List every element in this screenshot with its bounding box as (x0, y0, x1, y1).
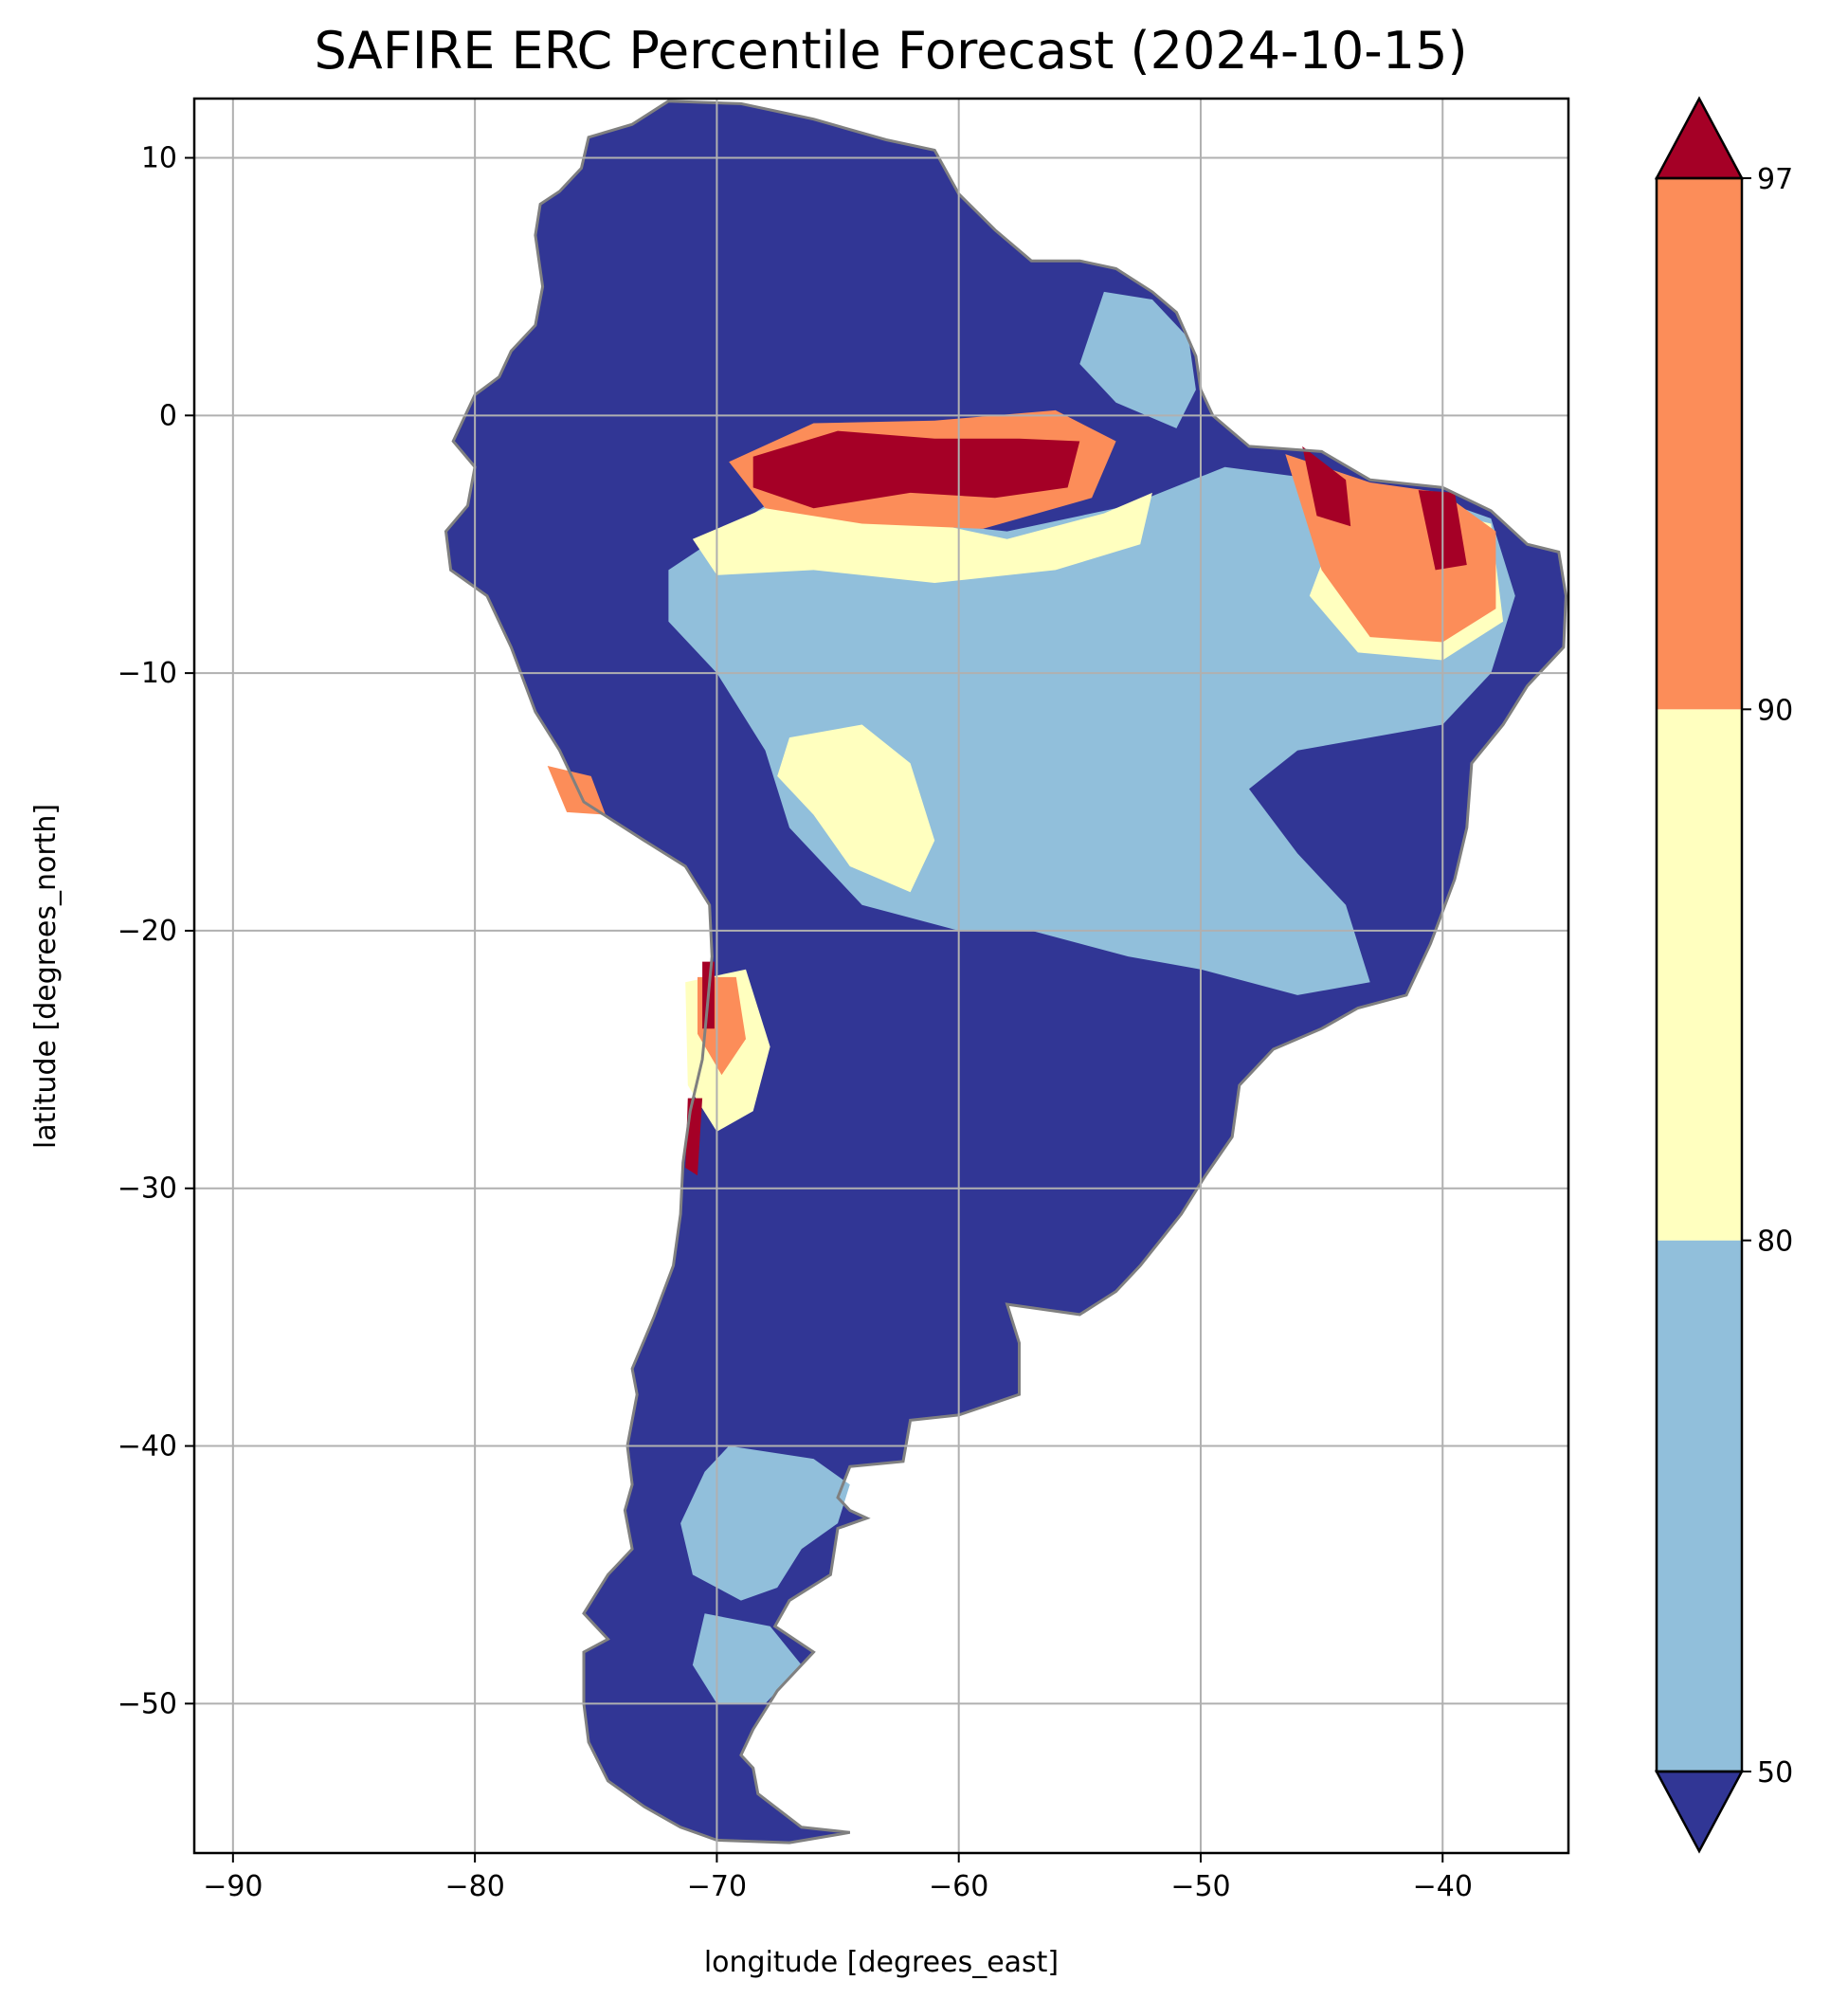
percentile-regions (547, 291, 1515, 1704)
y-tick-label: −50 (118, 1687, 177, 1720)
y-axis-label: latitude [degrees_north] (29, 804, 63, 1149)
colorbar-extend-bottom (1654, 1770, 1745, 1854)
x-axis-ticks: −90 −80 −70 −60 −50 −40 (203, 1853, 1473, 1903)
colorbar-tick-label: 50 (1757, 1756, 1793, 1790)
colorbar-segment (1657, 178, 1742, 710)
colorbar-tick-label: 80 (1757, 1226, 1793, 1259)
colorbar-segment (1657, 1240, 1742, 1772)
region-80-90 (777, 724, 935, 893)
region-50-80 (692, 1613, 802, 1704)
region-90-97 (547, 766, 606, 815)
y-tick-label: −10 (118, 657, 177, 690)
region-gt97 (752, 430, 1080, 509)
x-tick-label: −60 (929, 1870, 988, 1903)
colorbar-tick-label: 90 (1757, 694, 1793, 727)
y-tick-label: −30 (118, 1172, 177, 1206)
colorbar: 50 80 90 97 (1654, 96, 1793, 1854)
colorbar-segment (1657, 709, 1742, 1241)
coastline (444, 100, 1567, 1845)
x-tick-label: −40 (1413, 1870, 1473, 1903)
x-axis-label: longitude [degrees_east] (704, 1946, 1059, 1979)
x-tick-label: −70 (687, 1870, 747, 1903)
x-tick-label: −90 (203, 1870, 263, 1903)
y-tick-label: 0 (159, 399, 177, 432)
y-tick-label: −40 (118, 1430, 177, 1463)
map-gridlines (194, 99, 1568, 1853)
region-50-80 (1079, 291, 1196, 428)
map-title: SAFIRE ERC Percentile Forecast (2024-10-… (314, 21, 1468, 81)
y-tick-label: −20 (118, 915, 177, 948)
region-50-80 (680, 1445, 850, 1601)
map-layer (194, 99, 1568, 1853)
map-frame (192, 97, 1570, 1855)
x-tick-label: −80 (444, 1870, 504, 1903)
region-80-90 (692, 492, 1152, 583)
region-gt97 (1302, 445, 1351, 527)
colorbar-extend-top (1654, 96, 1745, 180)
colorbar-tick-label: 97 (1757, 163, 1793, 196)
x-tick-label: −50 (1170, 1870, 1230, 1903)
colorbar-frame (1655, 176, 1744, 1773)
y-tick-label: 10 (141, 142, 177, 175)
y-axis-ticks: 10 0 −10 −20 −30 −40 −50 (118, 142, 194, 1720)
